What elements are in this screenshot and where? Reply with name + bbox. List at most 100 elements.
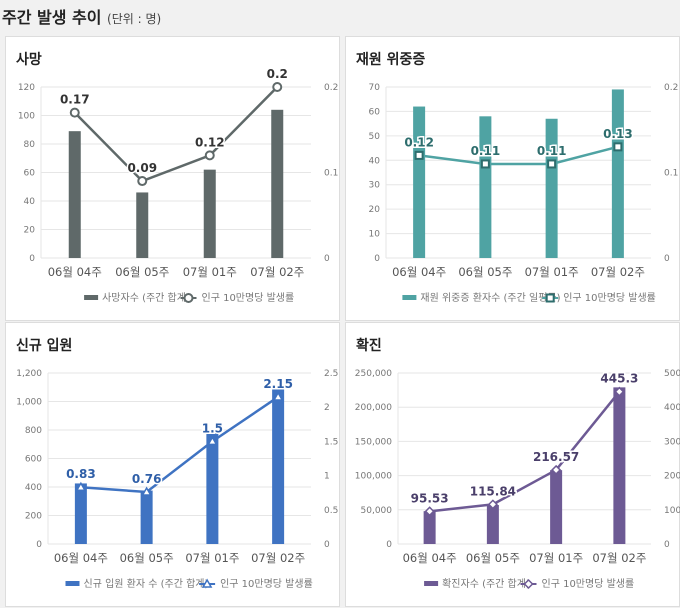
x-tick-label: 07월 02주	[250, 265, 304, 279]
line-marker-circle	[137, 176, 148, 187]
page-title: 주간 발생 추이 (단위 : 명)	[2, 4, 161, 28]
line-marker-circle	[272, 82, 283, 92]
legend-line-label: 인구 10만명당 발생률	[542, 578, 635, 590]
y-tick-label: 10	[369, 230, 381, 240]
y-tick-label: 1,200	[16, 369, 42, 379]
bar	[479, 116, 492, 258]
x-tick-label: 07월 02주	[591, 265, 645, 279]
rate-line	[80, 395, 279, 494]
line-marker-diamond	[551, 464, 562, 475]
y2-tick-label: 0	[324, 254, 330, 264]
y2-tick-label: 0	[664, 540, 670, 550]
line-marker-square	[547, 159, 557, 169]
x-tick-label: 07월 01주	[185, 551, 239, 565]
y-tick-label: 40	[369, 156, 381, 166]
line-marker-square	[480, 159, 490, 169]
y-tick-label: 200,000	[355, 403, 392, 413]
y-tick-label: 1,000	[16, 398, 42, 408]
x-tick-label: 06월 04주	[54, 551, 108, 565]
y-tick-label: 60	[369, 107, 381, 117]
y-tick-label: 60	[24, 169, 36, 179]
data-label: 115.84	[470, 484, 516, 498]
chart-title: 신규 입원	[16, 338, 73, 354]
legend-bar-label: 재원 위중증 환자수 (주간 일평균)	[420, 291, 560, 304]
line-marker-diamond	[487, 499, 498, 510]
y-tick-label: 400	[25, 483, 42, 493]
data-label: 95.53	[411, 491, 449, 505]
unit-label: (단위 : 명)	[107, 12, 162, 26]
y-tick-label: 0	[36, 540, 42, 550]
y-tick-label: 70	[369, 83, 381, 93]
chart-severe: 0 10 20 30 40 50 60 70 0 0.1 0.2 06월 04주 06월 05주 07월 …	[369, 83, 679, 304]
bar	[74, 483, 87, 544]
legend-bar-label: 신규 입원 환자 수 (주간 합계)	[84, 577, 209, 590]
y2-tick-label: 300	[664, 437, 680, 447]
bar	[486, 505, 499, 544]
bar	[140, 490, 153, 544]
y-tick-label: 250,000	[355, 369, 392, 379]
y-tick-label: 40	[24, 197, 36, 207]
y-tick-label: 600	[25, 455, 42, 465]
x-tick-label: 06월 04주	[392, 265, 446, 279]
y-tick-label: 0	[29, 254, 35, 264]
line-marker-square	[414, 150, 424, 160]
x-tick-label: 06월 05주	[458, 265, 512, 279]
y2-tick-label: 0.1	[664, 169, 678, 179]
bar	[203, 169, 216, 258]
legend-bar-label: 확진자수 (주간 합계)	[442, 578, 530, 590]
data-label: 1.5	[202, 421, 223, 435]
y2-tick-label: 0	[664, 254, 670, 264]
y2-tick-label: 100	[664, 506, 680, 516]
line-marker-triangle	[207, 435, 218, 446]
bar	[272, 388, 285, 544]
x-tick-label: 07월 01주	[529, 551, 583, 565]
y2-tick-label: 0.2	[664, 83, 678, 93]
y-tick-label: 0	[386, 540, 392, 550]
line-marker-circle	[204, 150, 215, 161]
legend-line-label: 인구 10만명당 발생률	[220, 578, 313, 590]
bar	[611, 89, 624, 258]
bar	[613, 387, 626, 544]
y2-tick-label: 2.5	[324, 369, 338, 379]
y2-tick-label: 1	[324, 472, 330, 482]
bar	[413, 106, 426, 259]
data-label: 445.3	[600, 372, 638, 386]
x-tick-label: 06월 04주	[403, 551, 457, 565]
line-marker-diamond	[523, 578, 534, 590]
data-label: 0.83	[66, 467, 96, 481]
bar	[206, 433, 219, 544]
line-marker-diamond	[424, 506, 435, 517]
data-label: 0.12	[404, 135, 434, 149]
chart-title: 사망	[16, 52, 42, 68]
y-tick-label: 80	[24, 140, 36, 150]
chart-panel-confirmed: 확진 0 50,000 100,000 150,000 200,000 250,000 0 10…	[345, 322, 680, 607]
x-tick-label: 06월 05주	[120, 551, 174, 565]
legend-line-label: 인구 10만명당 발생률	[563, 292, 656, 304]
bar	[68, 131, 81, 258]
chart-title: 확진	[356, 338, 382, 354]
y-tick-label: 50,000	[361, 506, 393, 516]
y2-tick-label: 2	[324, 403, 330, 413]
rate-line	[429, 390, 621, 513]
data-label: 0.09	[127, 161, 157, 175]
y-tick-label: 0	[374, 254, 380, 264]
line-marker-square	[545, 293, 555, 303]
y2-tick-label: 0.2	[324, 83, 338, 93]
data-label: 0.17	[60, 93, 90, 107]
legend-bar-swatch	[84, 295, 99, 300]
y-tick-label: 50	[369, 132, 381, 142]
legend-bar-swatch	[65, 581, 80, 586]
chart-admissions: 0 200 400 600 800 1,000 1,200 0 0.5 1 1.5 2 2.5 06월 0…	[16, 369, 338, 590]
x-tick-label: 06월 05주	[115, 265, 169, 279]
legend-bar-swatch	[424, 581, 439, 586]
legend-line-label: 인구 10만명당 발생률	[202, 292, 295, 304]
bar	[423, 511, 436, 544]
y2-tick-label: 0.1	[324, 169, 338, 179]
x-tick-label: 07월 02주	[251, 551, 305, 565]
x-tick-label: 07월 01주	[183, 265, 237, 279]
rate-line	[73, 86, 279, 183]
bar	[136, 192, 149, 258]
y-tick-label: 20	[369, 205, 381, 215]
chart-panel-deaths: 사망 0 20 40 60 80 100 120 0 0.1 0.2 06월 04주 06월 05주 07…	[5, 36, 340, 321]
y-tick-label: 100,000	[355, 472, 392, 482]
